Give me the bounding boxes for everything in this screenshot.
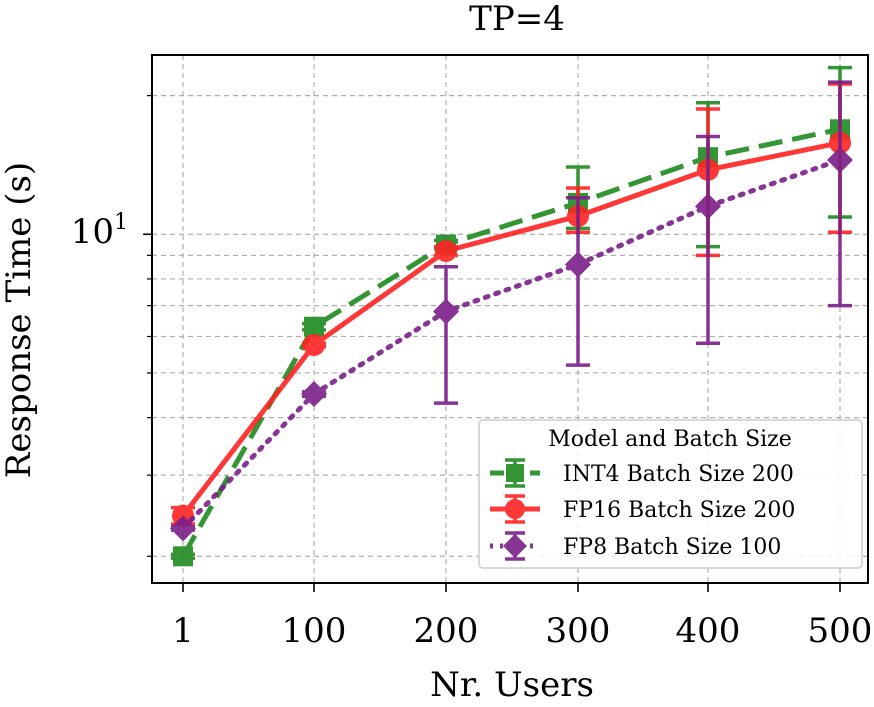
series-layer [170,65,853,567]
chart-title: TP=4 [469,0,565,39]
data-point [304,316,324,337]
y-tick-label-10: 101 [71,210,128,252]
data-point [173,546,193,567]
data-point [435,239,457,262]
x-tick-label: 200 [414,611,479,651]
legend-entry-1 [490,458,540,488]
legend-marker [503,534,527,558]
legend-label: FP8 Batch Size 100 [563,535,781,560]
x-tick-label: 100 [282,611,347,651]
x-axis-label: Nr. Users [430,665,594,705]
legend-marker [506,464,524,482]
legend-label: INT4 Batch Size 200 [563,462,794,487]
series-line [180,126,841,558]
y-axis-label: Response Time (s) [0,162,39,478]
legend-box [478,419,863,569]
data-point [433,298,459,325]
legend-entry-3 [490,531,540,561]
legend-title: Model and Batch Size [548,427,792,452]
x-tick-labels: 1 100 200 300 400 500 [172,611,872,651]
legend-label: FP16 Batch Size 200 [563,498,795,523]
x-tick-label: 500 [808,611,873,651]
series-line [180,157,843,531]
plot-frame [151,54,869,584]
legend: Model and Batch Size INT4 Batch Size 200… [478,419,863,569]
x-tick-label: 400 [676,611,741,651]
data-point [565,251,591,278]
x-tick-label: 300 [546,611,611,651]
data-point [695,193,721,220]
legend-entry-2 [490,494,540,524]
data-point [301,381,327,408]
series-line [181,140,841,518]
data-point [170,515,196,542]
legend-marker [505,499,525,519]
x-tick-label: 1 [172,611,194,651]
data-point [303,333,325,356]
data-point [827,146,853,173]
series-3 [170,80,853,542]
